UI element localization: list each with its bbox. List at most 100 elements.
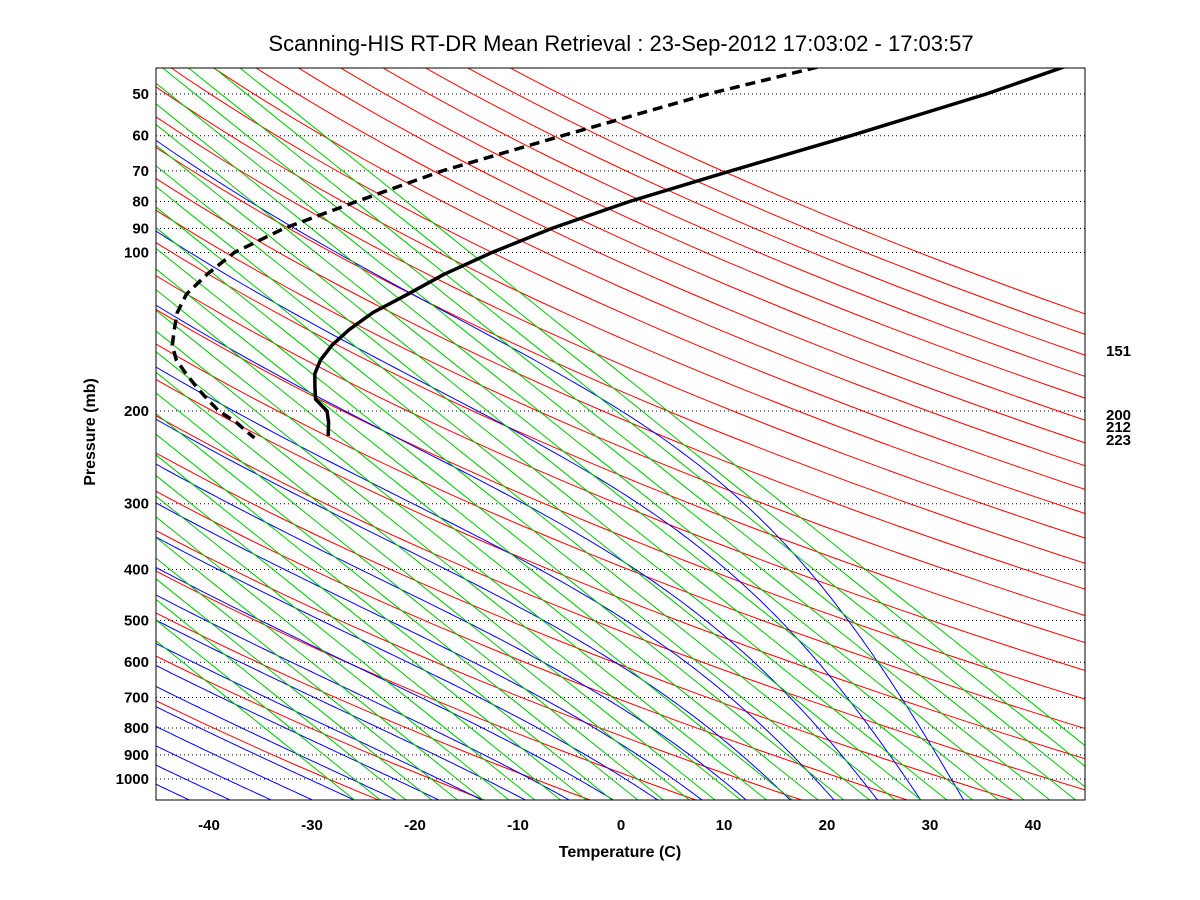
dry-adiabat-line bbox=[382, 68, 1085, 377]
x-tick-label: -30 bbox=[301, 817, 323, 834]
dry-adiabat-line bbox=[170, 68, 1085, 490]
mixing-ratio-line bbox=[156, 165, 948, 800]
mixing-ratio-line bbox=[156, 433, 613, 800]
moist-adiabat-line bbox=[156, 304, 879, 800]
x-tick-label: -20 bbox=[404, 817, 426, 834]
mixing-ratio-line bbox=[156, 536, 485, 800]
moist-adiabat-line bbox=[156, 745, 273, 800]
y-tick-label: 700 bbox=[124, 689, 149, 706]
y-tick-label: 60 bbox=[132, 128, 149, 145]
chart-title: Scanning-HIS RT-DR Mean Retrieval : 23-S… bbox=[268, 31, 973, 56]
y-tick-label: 800 bbox=[124, 720, 149, 737]
mixing-ratio-line bbox=[156, 330, 742, 800]
x-axis-label: Temperature (C) bbox=[559, 844, 681, 861]
x-tick-label: -10 bbox=[507, 817, 529, 834]
dry-adiabat-line bbox=[156, 275, 1085, 672]
dry-adiabat-line bbox=[156, 343, 1085, 729]
mixing-ratio-line bbox=[156, 103, 1025, 800]
y-tick-label: 100 bbox=[124, 244, 149, 261]
dry-adiabat-line bbox=[156, 415, 1085, 791]
dry-adiabat-line bbox=[156, 452, 1015, 800]
mixing-ratio-line bbox=[161, 68, 1077, 800]
moist-adiabat-line bbox=[156, 418, 791, 800]
mixing-ratio-line bbox=[156, 227, 871, 800]
y-tick-label: 400 bbox=[124, 561, 149, 578]
y-tick-label: 80 bbox=[132, 193, 149, 210]
y-tick-label: 70 bbox=[132, 163, 149, 180]
moist-adiabat-line bbox=[156, 463, 747, 800]
moist-adiabat-line bbox=[156, 139, 965, 800]
moist-adiabat-line bbox=[156, 642, 483, 800]
dry-adiabat-line bbox=[509, 68, 1085, 315]
mixing-ratio-line bbox=[156, 82, 1051, 800]
dry-adiabat-line bbox=[297, 68, 1085, 421]
plot-frame bbox=[155, 67, 1086, 801]
temperature-profile-line bbox=[313, 68, 1067, 436]
x-tick-label: 0 bbox=[617, 817, 625, 834]
dry-adiabat-line bbox=[255, 68, 1085, 444]
mixing-ratio-line bbox=[156, 557, 459, 800]
mixing-ratio-line bbox=[156, 474, 562, 800]
moist-adiabat-line bbox=[156, 764, 232, 800]
dry-adiabat-line bbox=[466, 68, 1085, 335]
mixing-ratio-line bbox=[213, 68, 1085, 767]
dry-adiabat-line bbox=[156, 116, 1085, 539]
mixing-ratio-line bbox=[156, 289, 794, 800]
mixing-ratio-line bbox=[156, 578, 433, 800]
moist-adiabat-line bbox=[156, 536, 659, 800]
mixing-ratio-line bbox=[187, 68, 1085, 788]
moist-adiabat-line bbox=[156, 664, 440, 800]
moist-adiabat-line bbox=[156, 366, 835, 800]
moist-adiabat-line bbox=[156, 230, 922, 800]
right-pressure-label: 200 bbox=[1106, 407, 1131, 424]
x-tick-label: 20 bbox=[819, 817, 836, 834]
mixing-ratio-line bbox=[156, 640, 356, 800]
dry-adiabat-line bbox=[156, 308, 1085, 700]
x-tick-label: -40 bbox=[198, 817, 220, 834]
dry-adiabat-line bbox=[156, 530, 804, 800]
moist-adiabat-line bbox=[156, 619, 527, 800]
mixing-ratio-line bbox=[156, 268, 819, 800]
dry-adiabat-line bbox=[156, 490, 910, 800]
y-axis-ticks: 50 60 70 80 90 100 200 300 400 500 600 700 800 900 100… bbox=[116, 86, 149, 788]
dewpoint-profile-line bbox=[170, 68, 822, 440]
mixing-ratio-line bbox=[156, 392, 665, 800]
x-axis-ticks: -40 -30 -20 -10 0 10 20 30 40 bbox=[198, 817, 1041, 834]
mixing-ratio-line bbox=[156, 247, 845, 800]
profile-series bbox=[170, 68, 1067, 440]
x-tick-label: 10 bbox=[716, 817, 733, 834]
y-tick-label: 900 bbox=[124, 747, 149, 764]
mixing-ratio-line bbox=[156, 413, 639, 800]
dry-adiabat-line bbox=[156, 86, 1085, 514]
mixing-ratio-line bbox=[156, 309, 768, 800]
dry-adiabat-line bbox=[424, 68, 1085, 356]
dry-adiabat-line bbox=[156, 209, 1085, 617]
dry-adiabat-line bbox=[339, 68, 1085, 399]
dry-adiabat-line bbox=[156, 378, 1085, 760]
dry-adiabat-line bbox=[156, 570, 698, 800]
mixing-ratio-line bbox=[156, 516, 510, 800]
x-tick-label: 40 bbox=[1025, 817, 1042, 834]
right-pressure-label: 223 bbox=[1106, 432, 1131, 449]
dry-adiabat-line bbox=[212, 68, 1085, 467]
mixing-ratio-line bbox=[156, 123, 1000, 800]
mixing-ratio-line bbox=[156, 454, 588, 800]
y-tick-label: 90 bbox=[132, 220, 149, 237]
moist-adiabat-line bbox=[156, 566, 615, 800]
y-tick-label: 600 bbox=[124, 654, 149, 671]
right-pressure-label: 212 bbox=[1106, 419, 1131, 436]
y-tick-label: 500 bbox=[124, 613, 149, 630]
y-tick-label: 50 bbox=[132, 86, 149, 103]
mixing-ratio-line bbox=[156, 619, 382, 800]
right-pressure-label: 151 bbox=[1106, 343, 1131, 360]
mixing-ratio-line bbox=[156, 495, 536, 800]
y-tick-label: 300 bbox=[124, 496, 149, 513]
moist-adiabat-line bbox=[156, 725, 314, 800]
mixing-ratio-line bbox=[156, 371, 691, 800]
x-tick-label: 30 bbox=[922, 817, 939, 834]
moist-adiabat-line bbox=[156, 706, 356, 800]
mixing-ratio-line bbox=[156, 185, 922, 800]
mixing-ratio-line bbox=[156, 206, 897, 800]
